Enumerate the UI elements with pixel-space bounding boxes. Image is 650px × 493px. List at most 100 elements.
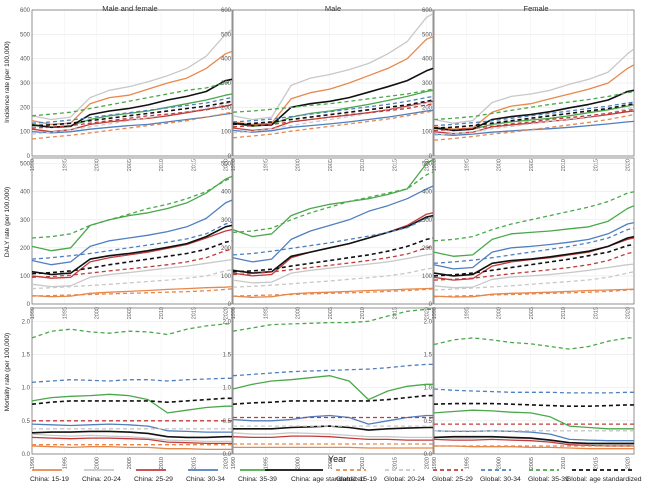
series-line bbox=[433, 263, 635, 289]
x-tick-label: 2020 bbox=[425, 457, 431, 469]
series-line bbox=[232, 363, 433, 377]
series-line bbox=[31, 248, 233, 278]
series-line bbox=[232, 216, 434, 256]
row-label: Incidence rate (per 100,000) bbox=[4, 41, 11, 123]
series-line bbox=[433, 271, 635, 291]
legend-item: China: 25-29 bbox=[134, 469, 173, 483]
x-tick-label: 1995 bbox=[464, 159, 470, 171]
series-line bbox=[232, 287, 434, 298]
legend-label: China: age standardized bbox=[291, 476, 365, 483]
x-tick-label: 2010 bbox=[159, 307, 165, 319]
legend-label: Global: 30-34 bbox=[480, 476, 521, 483]
y-tick-label: 2.0 bbox=[424, 319, 433, 325]
y-tick-label: 200 bbox=[20, 246, 31, 252]
x-tick-label: 1990 bbox=[231, 159, 237, 171]
y-tick-label: 400 bbox=[221, 190, 232, 196]
y-tick-label: 300 bbox=[20, 218, 31, 224]
series-line bbox=[232, 95, 434, 123]
panel-frame bbox=[232, 9, 434, 157]
x-tick-label: 2000 bbox=[95, 159, 101, 171]
series-line bbox=[31, 285, 233, 298]
x-tick-label: 1995 bbox=[263, 307, 269, 319]
y-tick-label: 1.0 bbox=[22, 386, 31, 392]
y-tick-label: 100 bbox=[221, 274, 232, 280]
y-tick-label: 100 bbox=[20, 130, 31, 136]
series-line bbox=[433, 243, 635, 277]
panel-frame bbox=[232, 307, 434, 455]
x-tick-label: 2020 bbox=[626, 159, 632, 171]
x-tick-label: 1995 bbox=[62, 159, 68, 171]
series-line bbox=[232, 171, 434, 234]
series-line bbox=[433, 120, 635, 136]
y-tick-label: 0 bbox=[429, 302, 433, 308]
x-tick-label: 2020 bbox=[626, 457, 632, 469]
series-line bbox=[232, 99, 434, 126]
y-tick-label: 2.0 bbox=[223, 319, 232, 325]
x-tick-label: 1995 bbox=[464, 307, 470, 319]
y-tick-label: 300 bbox=[422, 218, 433, 224]
y-tick-label: 600 bbox=[221, 8, 232, 14]
series-line bbox=[31, 430, 232, 439]
x-tick-label: 1990 bbox=[231, 307, 237, 319]
x-tick-label: 2015 bbox=[191, 159, 197, 171]
x-tick-label: 1995 bbox=[464, 457, 470, 469]
series-line bbox=[232, 267, 434, 288]
series-line bbox=[232, 103, 434, 128]
x-tick-label: 2005 bbox=[328, 159, 334, 171]
legend-item: China: age standardized bbox=[265, 469, 365, 483]
series-line bbox=[433, 235, 635, 277]
series-line bbox=[232, 36, 434, 126]
series-line bbox=[31, 397, 232, 405]
y-tick-label: 300 bbox=[20, 81, 31, 87]
x-tick-label: 1990 bbox=[30, 159, 36, 171]
series-line bbox=[31, 175, 233, 252]
y-tick-label: 100 bbox=[422, 274, 433, 280]
series-line bbox=[232, 394, 433, 405]
y-tick-label: 0.0 bbox=[223, 452, 232, 458]
legend-item: Global: 35-39 bbox=[528, 469, 569, 483]
x-tick-label: 2005 bbox=[529, 457, 535, 469]
series-line bbox=[433, 409, 634, 430]
series-line bbox=[232, 13, 434, 121]
y-tick-label: 100 bbox=[422, 130, 433, 136]
column-title: Male bbox=[325, 4, 341, 13]
row-label: Mortality rate (per 100,000) bbox=[4, 333, 11, 411]
x-tick-label: 2010 bbox=[360, 159, 366, 171]
y-tick-label: 1.5 bbox=[22, 352, 31, 358]
series-line bbox=[232, 110, 434, 139]
series-line bbox=[31, 221, 233, 260]
series-line bbox=[233, 425, 433, 431]
x-tick-label: 2015 bbox=[392, 457, 398, 469]
x-tick-label: 2010 bbox=[159, 159, 165, 171]
legend-item: Global: 30-34 bbox=[480, 469, 521, 483]
y-tick-label: 400 bbox=[422, 190, 433, 196]
x-tick-label: 2005 bbox=[529, 159, 535, 171]
legend-item: China: 15-19 bbox=[30, 469, 69, 483]
legend-label: China: 30-34 bbox=[186, 476, 225, 483]
series-line bbox=[232, 158, 434, 238]
series-line bbox=[433, 227, 635, 264]
series-line bbox=[232, 109, 434, 133]
x-tick-label: 2020 bbox=[425, 159, 431, 171]
x-tick-label: 1995 bbox=[62, 457, 68, 469]
series-line bbox=[31, 269, 233, 290]
x-tick-label: 2000 bbox=[95, 307, 101, 319]
x-tick-label: 1990 bbox=[432, 307, 438, 319]
y-tick-label: 500 bbox=[221, 32, 232, 38]
legend-item: China: 30-34 bbox=[186, 469, 225, 483]
x-tick-label: 2000 bbox=[296, 307, 302, 319]
y-tick-label: 1.0 bbox=[424, 386, 433, 392]
x-tick-label: 2020 bbox=[224, 307, 230, 319]
x-tick-label: 2000 bbox=[497, 159, 503, 171]
series-line bbox=[232, 185, 434, 263]
series-line bbox=[433, 435, 634, 445]
series-line bbox=[433, 288, 635, 298]
legend: China: 15-19 China: 20-24 China: 25-29 C… bbox=[30, 469, 642, 483]
series-line bbox=[433, 337, 634, 350]
x-tick-label: 2000 bbox=[296, 159, 302, 171]
y-tick-label: 400 bbox=[422, 57, 433, 63]
y-tick-label: 0 bbox=[27, 302, 31, 308]
series-line bbox=[433, 205, 635, 257]
